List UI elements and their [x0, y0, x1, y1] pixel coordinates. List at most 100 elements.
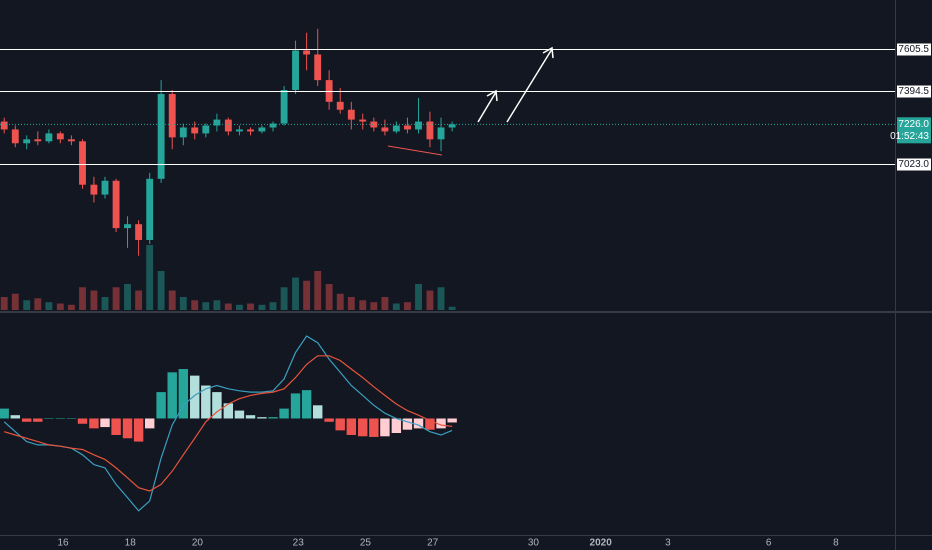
histogram-bar	[358, 418, 368, 437]
candle-body	[448, 124, 456, 128]
histogram-bar	[369, 418, 379, 437]
macd-line	[3, 335, 453, 512]
histogram-bar	[257, 417, 267, 419]
histogram-bar	[301, 390, 312, 419]
candle-body	[303, 50, 311, 55]
volume-bar	[135, 290, 143, 310]
volume-bar	[101, 297, 109, 310]
histogram-bar	[178, 369, 189, 419]
x-tick-label: 30	[528, 538, 540, 549]
candle-body	[437, 127, 445, 140]
x-tick-label: 2020	[590, 538, 613, 549]
candle-body	[79, 141, 86, 185]
histogram-bar	[22, 418, 32, 422]
histogram-bar	[391, 418, 402, 433]
volume-bar	[280, 287, 288, 310]
histogram-bar	[100, 418, 110, 428]
histogram-bar	[167, 372, 177, 419]
histogram-bar	[402, 418, 413, 430]
histogram-bar	[413, 418, 424, 429]
last-price-label: 7226.0	[898, 119, 929, 130]
x-tick-label: 16	[57, 538, 69, 549]
candle-body	[235, 129, 243, 132]
histogram-bar	[212, 392, 222, 419]
candle-body	[191, 127, 199, 134]
arrow-head	[486, 89, 498, 102]
histogram-bar	[44, 418, 54, 419]
candle-body	[292, 50, 299, 90]
level-label: 7605.5	[898, 44, 929, 55]
volume-bar	[303, 280, 311, 310]
histogram-bar	[33, 418, 43, 422]
volume-bar	[34, 298, 42, 310]
volume-bar	[381, 297, 389, 310]
histogram-bar	[144, 418, 155, 429]
histogram-bar	[279, 408, 289, 419]
histogram-bar	[447, 418, 457, 423]
volume-bar	[403, 302, 411, 310]
volume-bar	[157, 271, 165, 310]
volume-bar	[235, 304, 243, 310]
histogram-bar	[77, 418, 88, 424]
candle-body	[23, 139, 31, 144]
x-tick-label: 23	[293, 538, 305, 549]
histogram-bar	[380, 418, 390, 437]
candle-body	[146, 178, 154, 240]
candle-body	[381, 127, 389, 132]
candle-body	[202, 125, 210, 134]
candle-body	[269, 123, 277, 128]
level-label-box	[897, 85, 931, 98]
countdown: 01:52:43	[890, 131, 929, 142]
volume-bar	[146, 245, 154, 310]
candle-body	[392, 125, 400, 132]
histogram-bar	[335, 418, 345, 431]
candle-body	[179, 127, 187, 138]
volume-bar	[90, 290, 98, 310]
candle-body	[224, 119, 232, 132]
candle-body	[101, 180, 109, 195]
divergence-line	[387, 145, 443, 156]
histogram-bar	[312, 405, 323, 419]
candle-body	[247, 129, 254, 132]
histogram-bar	[0, 408, 9, 419]
volume-bar	[415, 284, 422, 310]
level-label: 7023.0	[898, 159, 929, 170]
candle-body	[0, 121, 8, 130]
volume-bar	[124, 284, 131, 310]
candle-body	[336, 101, 344, 110]
histogram-bar	[156, 392, 166, 419]
histogram-bar	[89, 418, 99, 429]
volume-bar	[426, 290, 434, 310]
histogram-bar	[346, 418, 357, 435]
x-tick-label: 25	[360, 538, 372, 549]
volume-bar	[448, 306, 456, 310]
histogram-bar	[324, 418, 334, 422]
arrow	[477, 91, 497, 123]
candle-body	[314, 54, 322, 81]
candle-body	[45, 133, 53, 142]
volume-bar	[11, 293, 19, 310]
volume-bar	[392, 303, 400, 310]
volume-bar	[191, 300, 199, 310]
volume-bar	[347, 297, 355, 310]
level-label: 7394.5	[898, 86, 929, 97]
volume-bar	[370, 302, 378, 310]
histogram-bar	[10, 415, 21, 419]
histogram-bar	[425, 418, 435, 430]
volume-bar	[213, 300, 221, 310]
volume-bar	[0, 297, 8, 310]
x-tick-label: 20	[192, 538, 204, 549]
volume-bar	[23, 300, 31, 310]
volume-bar	[269, 302, 277, 310]
volume-bar	[292, 277, 299, 310]
volume-bar	[336, 293, 344, 310]
candle-body	[67, 139, 75, 142]
candle-body	[213, 119, 221, 126]
arrow-head	[542, 46, 554, 59]
volume-bar	[224, 303, 232, 310]
histogram-bar	[111, 418, 121, 435]
level-label-box	[897, 43, 931, 56]
candle-body	[124, 224, 131, 229]
volume-bar	[258, 304, 266, 310]
